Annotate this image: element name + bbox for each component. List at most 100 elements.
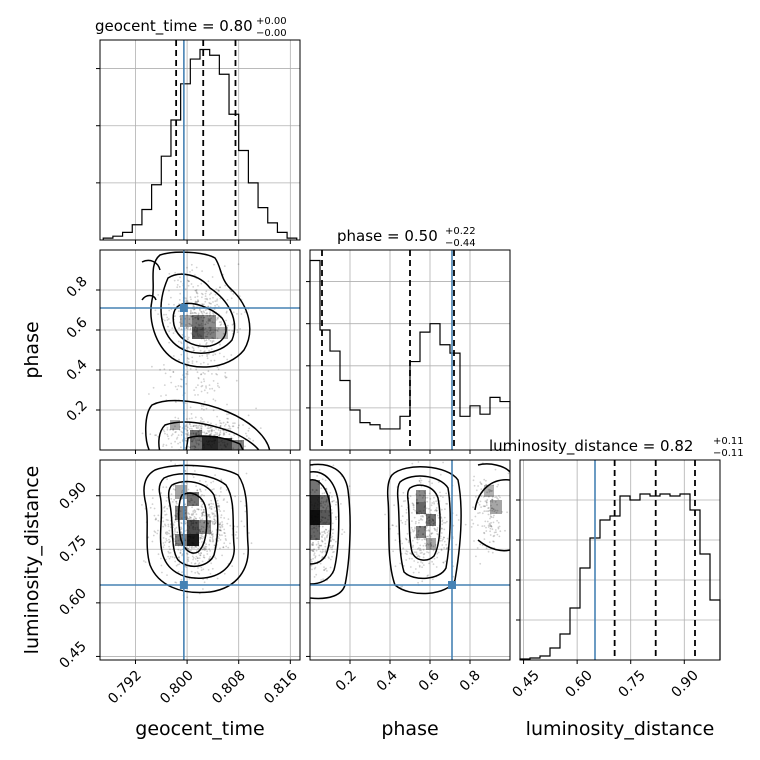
scatter-point — [430, 533, 433, 535]
scatter-point — [223, 429, 225, 432]
scatter-point — [210, 508, 213, 510]
scatter-point — [479, 481, 482, 484]
scatter-point — [477, 524, 479, 526]
scatter-point — [189, 328, 192, 331]
yticks-luminosity_distance: 0.45 0.60 0.75 0.90 — [56, 479, 89, 671]
scatter-point — [227, 421, 229, 424]
scatter-point — [196, 571, 199, 573]
scatter-point — [316, 475, 318, 477]
scatter-point — [439, 539, 442, 542]
scatter-point — [168, 330, 171, 333]
scatter-point — [174, 560, 177, 563]
scatter-point — [191, 417, 193, 420]
scatter-point — [192, 305, 195, 307]
scatter-point — [429, 498, 432, 500]
scatter-point — [195, 424, 198, 427]
scatter-point — [432, 549, 435, 552]
scatter-point — [203, 420, 205, 423]
scatter-point — [168, 541, 171, 544]
scatter-point — [200, 552, 202, 555]
scatter-point — [422, 544, 425, 547]
scatter-point — [401, 515, 404, 517]
scatter-point — [331, 548, 333, 551]
scatter-point — [231, 425, 234, 428]
scatter-point — [210, 562, 213, 565]
scatter-point — [307, 507, 309, 509]
scatter-point — [190, 562, 193, 564]
scatter-point — [194, 470, 196, 472]
scatter-point — [481, 512, 484, 515]
scatter-point — [209, 314, 212, 317]
scatter-point — [250, 542, 253, 545]
scatter-point — [187, 432, 190, 434]
scatter-point — [223, 532, 226, 534]
scatter-point — [418, 565, 421, 568]
scatter-point — [180, 342, 183, 345]
scatter-point — [329, 544, 331, 547]
scatter-point — [194, 312, 197, 314]
scatter-point — [324, 537, 326, 540]
scatter-point — [204, 545, 207, 548]
scatter-point — [217, 368, 220, 371]
scatter-point — [190, 546, 193, 548]
scatter-point — [405, 550, 408, 552]
scatter-point — [148, 393, 150, 395]
scatter-point — [244, 445, 246, 448]
scatter-point — [311, 544, 314, 546]
scatter-point — [331, 535, 334, 538]
scatter-point — [224, 535, 227, 537]
scatter-point — [238, 424, 240, 427]
scatter-point — [177, 310, 180, 313]
scatter-point — [213, 520, 215, 523]
scatter-point — [234, 534, 237, 536]
scatter-point — [196, 557, 199, 560]
scatter-point — [419, 481, 422, 484]
scatter-point — [327, 530, 330, 532]
scatter-point — [225, 539, 228, 541]
scatter-point — [205, 385, 207, 388]
scatter-point — [442, 561, 445, 564]
scatter-point — [414, 522, 417, 525]
scatter-point — [219, 547, 221, 550]
scatter-point — [178, 556, 181, 559]
scatter-point — [392, 524, 394, 527]
scatter-point — [209, 550, 212, 552]
scatter-point — [417, 561, 419, 564]
scatter-point — [493, 510, 496, 513]
scatter-point — [213, 389, 216, 392]
contour-lines — [143, 464, 249, 594]
scatter-point — [214, 494, 217, 496]
scatter-point — [215, 373, 218, 375]
scatter-point — [207, 430, 209, 432]
scatter-point — [171, 501, 174, 503]
scatter-point — [392, 550, 394, 553]
scatter-point — [230, 290, 233, 293]
scatter-point — [209, 297, 212, 300]
xlabel-geocent_time: geocent_time — [135, 718, 264, 740]
scatter-point — [195, 426, 198, 429]
scatter-point — [248, 427, 251, 430]
scatter-point — [185, 327, 188, 329]
scatter-point — [212, 315, 215, 318]
scatter-point — [177, 563, 179, 566]
scatter-point — [201, 354, 204, 357]
scatter-point — [196, 489, 199, 492]
scatter-point — [324, 539, 326, 541]
scatter-point — [420, 485, 423, 488]
scatter-point — [506, 511, 508, 514]
scatter-point — [400, 505, 403, 507]
scatter-point — [478, 511, 481, 514]
scatter-point — [436, 530, 438, 533]
scatter-point — [206, 347, 209, 349]
scatter-point — [204, 432, 207, 435]
scatter-point — [188, 546, 191, 548]
scatter-point — [217, 502, 219, 505]
xticks-phase: 0.2 0.4 0.6 0.8 — [333, 667, 484, 694]
scatter-point — [172, 355, 175, 357]
scatter-point — [203, 494, 205, 497]
scatter-point — [191, 269, 194, 272]
scatter-point — [155, 434, 158, 437]
xtick-label: 0.816 — [261, 667, 301, 707]
scatter-point — [227, 417, 230, 420]
scatter-point — [242, 552, 245, 555]
